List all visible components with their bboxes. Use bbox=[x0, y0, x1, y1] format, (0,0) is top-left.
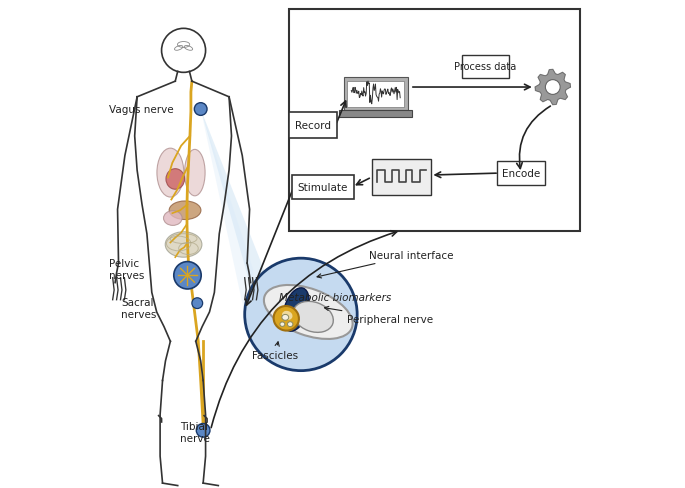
Text: Peripheral nerve: Peripheral nerve bbox=[325, 307, 434, 324]
FancyBboxPatch shape bbox=[462, 56, 509, 79]
Ellipse shape bbox=[280, 323, 285, 327]
Polygon shape bbox=[201, 110, 253, 354]
Ellipse shape bbox=[184, 150, 205, 197]
Text: Encode: Encode bbox=[502, 169, 540, 179]
Text: Sacral
nerves: Sacral nerves bbox=[121, 298, 157, 319]
Text: Pelvic
nerves: Pelvic nerves bbox=[109, 259, 144, 280]
Circle shape bbox=[245, 259, 357, 371]
Circle shape bbox=[174, 262, 201, 289]
Ellipse shape bbox=[283, 288, 309, 331]
FancyBboxPatch shape bbox=[344, 78, 408, 111]
FancyBboxPatch shape bbox=[289, 113, 337, 139]
Text: Vagus nerve: Vagus nerve bbox=[109, 105, 173, 115]
FancyBboxPatch shape bbox=[292, 176, 354, 200]
Text: Stimulate: Stimulate bbox=[298, 183, 348, 193]
Circle shape bbox=[192, 298, 203, 309]
Ellipse shape bbox=[157, 149, 184, 198]
Ellipse shape bbox=[169, 202, 201, 220]
Text: Record: Record bbox=[295, 121, 331, 131]
Ellipse shape bbox=[264, 285, 353, 339]
FancyBboxPatch shape bbox=[372, 160, 430, 195]
Ellipse shape bbox=[166, 169, 184, 190]
Ellipse shape bbox=[273, 306, 299, 331]
Ellipse shape bbox=[293, 302, 334, 333]
Polygon shape bbox=[535, 70, 571, 105]
FancyBboxPatch shape bbox=[497, 162, 545, 185]
Ellipse shape bbox=[165, 232, 202, 258]
Ellipse shape bbox=[282, 311, 292, 320]
FancyBboxPatch shape bbox=[288, 10, 580, 232]
Text: Tibial
nerve: Tibial nerve bbox=[180, 422, 210, 443]
FancyBboxPatch shape bbox=[339, 111, 412, 118]
FancyBboxPatch shape bbox=[347, 81, 404, 108]
Text: Process data: Process data bbox=[454, 62, 516, 72]
Circle shape bbox=[197, 424, 210, 437]
Text: Fascicles: Fascicles bbox=[252, 342, 298, 361]
Circle shape bbox=[545, 81, 560, 95]
Text: Neural interface: Neural interface bbox=[317, 251, 454, 278]
Polygon shape bbox=[201, 110, 267, 346]
Circle shape bbox=[195, 103, 207, 116]
Ellipse shape bbox=[164, 211, 182, 226]
Text: Metabolic biomarkers: Metabolic biomarkers bbox=[279, 293, 391, 303]
Ellipse shape bbox=[288, 322, 293, 327]
Ellipse shape bbox=[282, 315, 288, 321]
